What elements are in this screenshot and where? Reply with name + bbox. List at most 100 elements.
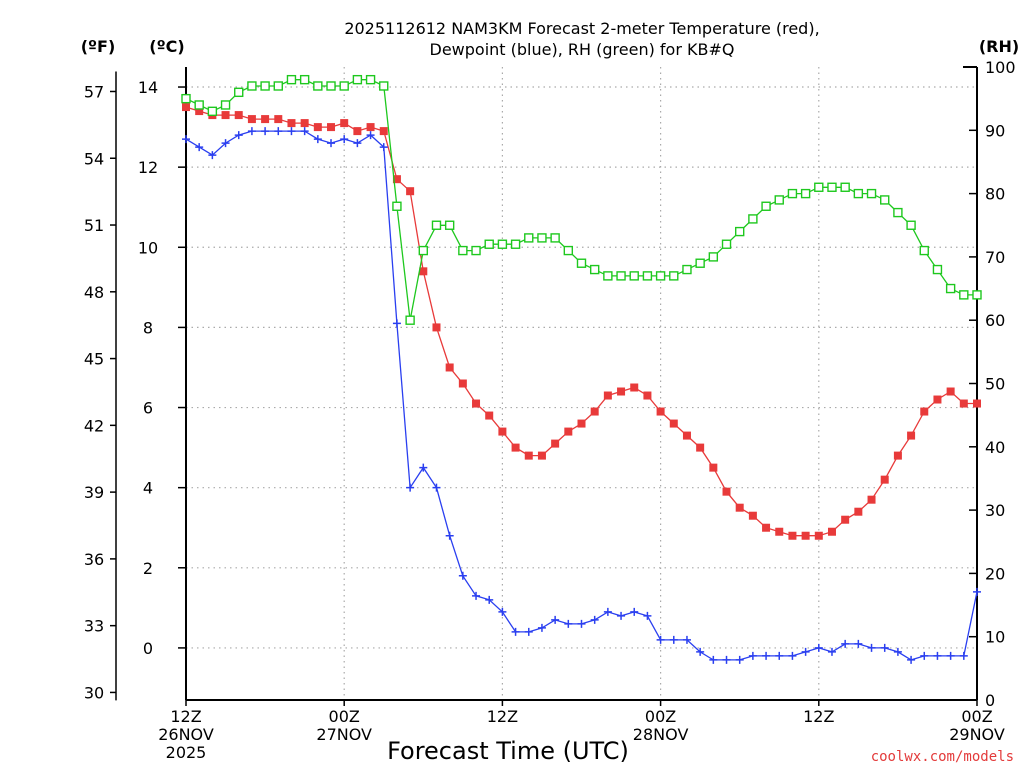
temperature-point [827, 527, 836, 536]
dewpoint-point [445, 531, 454, 540]
fahrenheit-tick-label: 45 [84, 350, 104, 369]
temperature-point [287, 119, 296, 128]
temperature-point [498, 427, 507, 436]
rh-point [194, 100, 204, 110]
x-tick-label: 00Z [645, 707, 676, 726]
temperature-point [195, 107, 204, 116]
dewpoint-point [946, 651, 955, 660]
temperature-point [814, 531, 823, 540]
dewpoint-point [327, 139, 336, 148]
rh-tick-label: 90 [985, 121, 1005, 140]
temperature-point [696, 443, 705, 452]
dewpoint-point [788, 651, 797, 660]
rh-point [945, 283, 956, 294]
rh-point [392, 201, 402, 211]
rh-point [550, 233, 560, 243]
fahrenheit-tick-label: 42 [84, 416, 104, 435]
temperature-point [458, 379, 467, 388]
rh-point [906, 220, 916, 230]
dewpoint-point [696, 647, 705, 656]
temperature-point [445, 363, 454, 372]
rh-point [919, 245, 929, 256]
temperature-point [788, 531, 797, 540]
rh-point [537, 233, 547, 243]
rh-point [603, 271, 613, 281]
x-tick-date-label: 29NOV [949, 725, 1005, 744]
rh-point [695, 258, 705, 268]
rh-point [247, 81, 257, 91]
temperature-point [379, 127, 388, 136]
temperature-point [669, 419, 678, 428]
fahrenheit-tick-label: 48 [84, 283, 104, 302]
dewpoint-point [353, 139, 362, 148]
dewpoint-point [287, 127, 296, 136]
rh-point [866, 188, 877, 199]
x-tick-date-label: 28NOV [633, 725, 689, 744]
dewpoint-point [722, 655, 731, 664]
temperature-point [946, 387, 955, 396]
x-tick-year-label: 2025 [166, 743, 207, 762]
dewpoint-point [485, 595, 494, 604]
rh-point [642, 271, 653, 281]
celsius-tick-label: 10 [138, 238, 158, 257]
dewpoint-point [392, 319, 401, 328]
rh-point [735, 226, 745, 237]
celsius-axis-ticks: 0 2 4 6 8 10 12 14 [138, 78, 186, 658]
rh-point [379, 81, 389, 91]
rh-point [524, 233, 534, 243]
temperature-point [366, 123, 375, 132]
rh-point [655, 271, 666, 281]
temperature-point [524, 451, 533, 460]
rh-point [721, 239, 732, 249]
rh-point [814, 182, 824, 192]
dewpoint-point [775, 651, 784, 660]
fahrenheit-tick-label: 30 [84, 683, 104, 702]
celsius-tick-label: 2 [143, 559, 153, 578]
dewpoint-point [274, 127, 283, 136]
dewpoint-point [551, 615, 560, 624]
rh-tick-label: 70 [985, 248, 1005, 267]
temperature-point [551, 439, 560, 448]
dewpoint-point [893, 647, 902, 656]
dewpoint-point [603, 607, 612, 616]
dewpoint-point [182, 135, 190, 144]
rh-point [444, 220, 455, 230]
temperature-point [854, 507, 863, 516]
temperature-point [274, 115, 283, 124]
dewpoint-point [234, 131, 243, 140]
rh-point [774, 195, 784, 205]
rh-tick-label: 40 [985, 438, 1005, 457]
rh-tick-label: 50 [985, 375, 1005, 394]
temperature-point [511, 443, 520, 452]
fahrenheit-tick-label: 39 [84, 483, 104, 502]
celsius-tick-label: 12 [138, 158, 158, 177]
rh-tick-label: 30 [985, 501, 1005, 520]
temperature-point [880, 475, 889, 484]
dewpoint-point [735, 655, 744, 664]
rh-point [497, 239, 508, 249]
chart-title-line1: 2025112612 NAM3KM Forecast 2-meter Tempe… [344, 19, 819, 38]
rh-tick-label: 20 [985, 564, 1005, 583]
temperature-point [973, 399, 981, 408]
rh-tick-label: 80 [985, 185, 1005, 204]
celsius-tick-label: 4 [143, 479, 153, 498]
temperature-point [841, 515, 850, 524]
temperature-point [748, 511, 757, 520]
fahrenheit-axis-ticks: 30 33 36 39 42 45 48 51 54 57 [84, 82, 116, 702]
fahrenheit-tick-label: 54 [84, 149, 104, 168]
temperature-point [247, 115, 256, 124]
rh-point [234, 87, 244, 98]
temperature-point [682, 431, 691, 440]
dewpoint-point [762, 651, 771, 660]
rh-point [220, 100, 231, 110]
celsius-tick-label: 8 [143, 318, 153, 337]
dewpoint-point [841, 639, 850, 648]
temperature-point [920, 407, 929, 416]
data-series [181, 74, 982, 664]
dewpoint-point [814, 643, 823, 652]
rh-point [972, 290, 982, 300]
rh-point [853, 188, 864, 199]
rh-point [339, 81, 349, 91]
rh-point [682, 264, 692, 275]
